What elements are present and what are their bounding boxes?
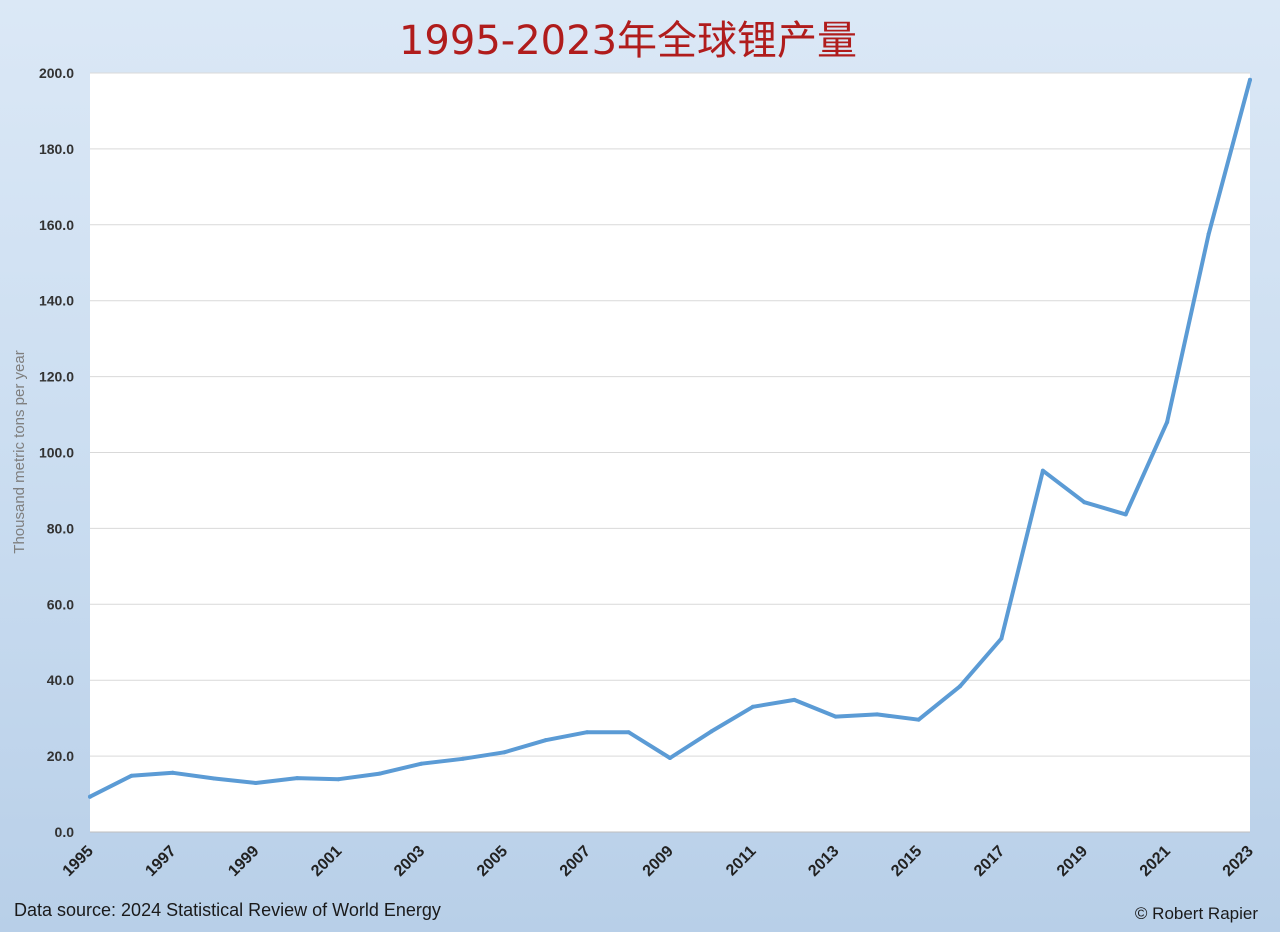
x-tick-label: 2003 (391, 843, 428, 880)
data-point (750, 704, 755, 709)
x-tick-label: 2009 (640, 843, 677, 880)
data-point (295, 776, 300, 781)
data-point (129, 773, 134, 778)
y-axis-label: Thousand metric tons per year (11, 350, 28, 553)
data-point (378, 771, 382, 776)
data-point (1123, 512, 1128, 517)
data-point (502, 750, 507, 755)
data-point (958, 684, 962, 689)
y-axis: 0.0 20.0 40.0 60.0 80.0 100.0 120.0 140.0 160.0 1… (39, 65, 74, 840)
data-point (543, 738, 548, 743)
chart-title: 1995-2023年全球锂产量 (398, 18, 858, 64)
gridlines (90, 72, 1250, 833)
y-tick-label: 100.0 (39, 445, 74, 461)
x-tick-label: 1999 (225, 843, 262, 880)
y-tick-label: 200.0 (39, 65, 74, 81)
x-tick-label: 2023 (1220, 843, 1257, 880)
data-point (253, 781, 258, 786)
y-tick-label: 180.0 (39, 141, 74, 157)
data-point (626, 730, 631, 735)
data-point (1082, 500, 1087, 505)
y-tick-label: 140.0 (39, 293, 74, 309)
data-point (1040, 468, 1045, 473)
data-point (170, 770, 175, 775)
x-tick-label: 2013 (805, 843, 842, 880)
data-point (792, 697, 797, 702)
x-tick-label: 2021 (1137, 843, 1174, 880)
data-point (419, 761, 424, 766)
data-point (212, 776, 217, 781)
y-tick-label: 40.0 (47, 672, 74, 688)
y-tick-label: 20.0 (47, 748, 74, 764)
data-point (460, 756, 465, 761)
data-point (668, 755, 672, 760)
series (88, 77, 1252, 799)
y-tick-label: 0.0 (55, 824, 75, 840)
data-point (916, 717, 921, 722)
x-tick-label: 2015 (888, 843, 925, 880)
y-tick-label: 60.0 (47, 596, 74, 612)
y-tick-label: 120.0 (39, 369, 74, 385)
data-point (585, 730, 590, 735)
data-point (1206, 232, 1211, 237)
x-tick-label: 2017 (971, 843, 1008, 880)
copyright-credit: © Robert Rapier (1134, 904, 1258, 923)
data-point (336, 777, 341, 782)
data-point (88, 794, 92, 799)
x-tick-label: 2001 (308, 843, 345, 880)
data-point (1248, 77, 1252, 82)
x-tick-label: 1995 (60, 843, 97, 880)
x-tick-label: 2007 (557, 843, 594, 880)
x-tick-label: 2005 (474, 843, 511, 880)
data-point (999, 636, 1004, 641)
data-point (833, 714, 838, 719)
y-tick-label: 80.0 (47, 520, 74, 536)
x-tick-label: 2011 (723, 843, 760, 880)
data-source-note: Data source: 2024 Statistical Review of … (14, 900, 441, 920)
x-tick-label: 2019 (1054, 843, 1091, 880)
x-tick-label: 1997 (142, 843, 179, 880)
data-point (875, 712, 880, 717)
x-axis: 1995 1997 1999 2001 2003 2005 2007 2009 2011 2013… (60, 843, 1257, 880)
data-point (709, 729, 714, 734)
y-tick-label: 160.0 (39, 217, 74, 233)
data-point (1165, 420, 1170, 425)
